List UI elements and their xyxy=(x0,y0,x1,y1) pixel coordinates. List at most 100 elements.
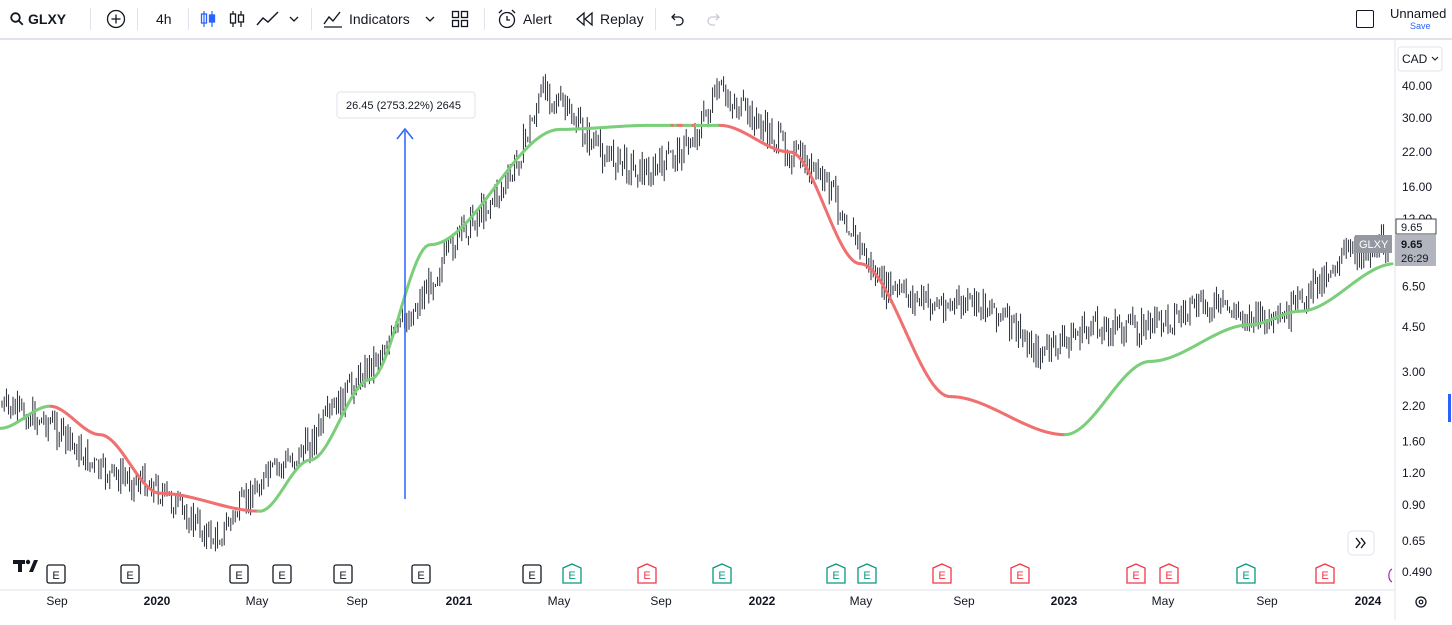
price-tick-label: 30.00 xyxy=(1402,111,1432,125)
chart-type-line-button[interactable] xyxy=(256,0,280,38)
earnings-marker[interactable]: E xyxy=(121,565,139,583)
earnings-marker-label: E xyxy=(643,570,650,582)
price-tick-label: 0.65 xyxy=(1402,534,1426,548)
price-tick-label: 40.00 xyxy=(1402,79,1432,93)
price-tick-label: 0.90 xyxy=(1402,498,1426,512)
earnings-marker-label: E xyxy=(339,570,346,582)
earnings-marker[interactable]: E xyxy=(827,564,845,583)
price-tick-label: 1.60 xyxy=(1402,434,1426,448)
interval-label: 4h xyxy=(156,11,172,27)
grid-layout-icon xyxy=(451,10,469,28)
earnings-marker[interactable]: E xyxy=(273,565,291,583)
earnings-marker-label: E xyxy=(126,570,133,582)
redo-button[interactable] xyxy=(705,0,723,38)
earnings-marker[interactable]: E xyxy=(230,565,248,583)
price-chart[interactable]: 26.45 (2753.22%) 2645 40.00 30.00 22.00 16.… xyxy=(0,39,1452,620)
earnings-marker-label: E xyxy=(1242,570,1249,582)
measure-label: 26.45 (2753.22%) 2645 xyxy=(346,100,461,112)
bar-countdown: 26:29 xyxy=(1401,253,1429,265)
indicators-button[interactable]: Indicators xyxy=(322,0,410,38)
layout-name-button[interactable]: Unnamed Save xyxy=(1390,0,1446,38)
redo-icon xyxy=(705,11,723,27)
time-tick-label: Sep xyxy=(46,594,68,608)
alarm-clock-icon xyxy=(496,8,518,30)
search-icon xyxy=(10,12,24,26)
compare-button[interactable] xyxy=(106,0,126,38)
earnings-marker-label: E xyxy=(832,570,839,582)
symbol-tag-text: GLXY xyxy=(1359,239,1389,251)
earnings-marker[interactable]: E xyxy=(1011,564,1029,583)
time-tick-label: Sep xyxy=(1256,594,1278,608)
replay-button[interactable]: Replay xyxy=(575,0,644,38)
earnings-marker-label: E xyxy=(1132,570,1139,582)
hollow-candles-icon xyxy=(228,9,246,29)
earnings-marker[interactable]: E xyxy=(563,564,581,583)
time-tick-label: May xyxy=(246,594,269,608)
line-chart-icon xyxy=(256,9,280,29)
earnings-marker-label: E xyxy=(417,570,424,582)
earnings-marker[interactable]: E xyxy=(1160,564,1178,583)
axis-scroll-handle[interactable] xyxy=(1448,394,1451,422)
symbol-label: GLXY xyxy=(28,11,66,27)
layout-checkbox[interactable] xyxy=(1356,0,1374,38)
indicators-icon xyxy=(322,9,344,29)
earnings-marker[interactable]: E xyxy=(1316,564,1334,583)
earnings-marker[interactable]: E xyxy=(1127,564,1145,583)
indicators-dropdown[interactable] xyxy=(425,0,435,38)
chevron-down-icon xyxy=(425,14,435,24)
indicators-label: Indicators xyxy=(349,11,410,27)
time-tick-label: Sep xyxy=(953,594,975,608)
chart-area[interactable]: 26.45 (2753.22%) 2645 40.00 30.00 22.00 16.… xyxy=(0,39,1452,620)
earnings-marker-label: E xyxy=(718,570,725,582)
earnings-marker[interactable]: E xyxy=(713,564,731,583)
price-tick-label: 1.20 xyxy=(1402,466,1426,480)
time-tick-label: May xyxy=(850,594,873,608)
earnings-marker-label: E xyxy=(1165,570,1172,582)
add-circle-icon xyxy=(106,9,126,29)
earnings-marker[interactable]: E xyxy=(1237,564,1255,583)
time-tick-label: Sep xyxy=(346,594,368,608)
earnings-marker-label: E xyxy=(938,570,945,582)
alert-label: Alert xyxy=(523,11,552,27)
chart-type-candles-button[interactable] xyxy=(199,0,217,38)
alert-button[interactable]: Alert xyxy=(496,0,552,38)
undo-icon xyxy=(668,11,686,27)
save-link[interactable]: Save xyxy=(1410,21,1431,31)
currency-label: CAD xyxy=(1402,52,1428,66)
layouts-button[interactable] xyxy=(451,0,469,38)
undo-button[interactable] xyxy=(668,0,686,38)
chart-type-dropdown[interactable] xyxy=(289,0,299,38)
current-price: 9.65 xyxy=(1401,239,1422,251)
time-tick-label: 2022 xyxy=(749,594,776,608)
earnings-marker[interactable]: E xyxy=(933,564,951,583)
interval-button[interactable]: 4h xyxy=(156,0,172,38)
price-tick-label: 16.00 xyxy=(1402,180,1432,194)
price-tick-label: 22.00 xyxy=(1402,145,1432,159)
time-tick-label: 2023 xyxy=(1051,594,1078,608)
earnings-marker[interactable]: E xyxy=(523,565,541,583)
price-tick-label: 0.490 xyxy=(1402,565,1432,579)
symbol-search[interactable]: GLXY xyxy=(10,0,66,38)
price-tick-label: 4.50 xyxy=(1402,320,1426,334)
price-label-top-text: 9.65 xyxy=(1401,222,1422,234)
price-tick-label: 3.00 xyxy=(1402,365,1426,379)
replay-label: Replay xyxy=(600,11,644,27)
earnings-marker[interactable]: E xyxy=(47,565,65,583)
earnings-marker[interactable]: E xyxy=(858,564,876,583)
time-tick-label: 2020 xyxy=(144,594,171,608)
time-tick-label: May xyxy=(548,594,571,608)
chevron-down-icon xyxy=(289,14,299,24)
rewind-icon xyxy=(575,11,595,27)
currency-button[interactable]: CAD xyxy=(1398,47,1442,71)
scroll-to-realtime-button[interactable] xyxy=(1348,531,1374,555)
earnings-marker[interactable]: E xyxy=(334,565,352,583)
earnings-marker-label: E xyxy=(863,570,870,582)
chart-type-bars-button[interactable] xyxy=(228,0,246,38)
price-tick-label: 2.20 xyxy=(1402,399,1426,413)
earnings-marker[interactable]: E xyxy=(638,564,656,583)
time-tick-label: May xyxy=(1152,594,1175,608)
earnings-marker-label: E xyxy=(1321,570,1328,582)
earnings-marker[interactable]: E xyxy=(412,565,430,583)
time-tick-label: 2024 xyxy=(1355,594,1382,608)
earnings-marker-label: E xyxy=(528,570,535,582)
